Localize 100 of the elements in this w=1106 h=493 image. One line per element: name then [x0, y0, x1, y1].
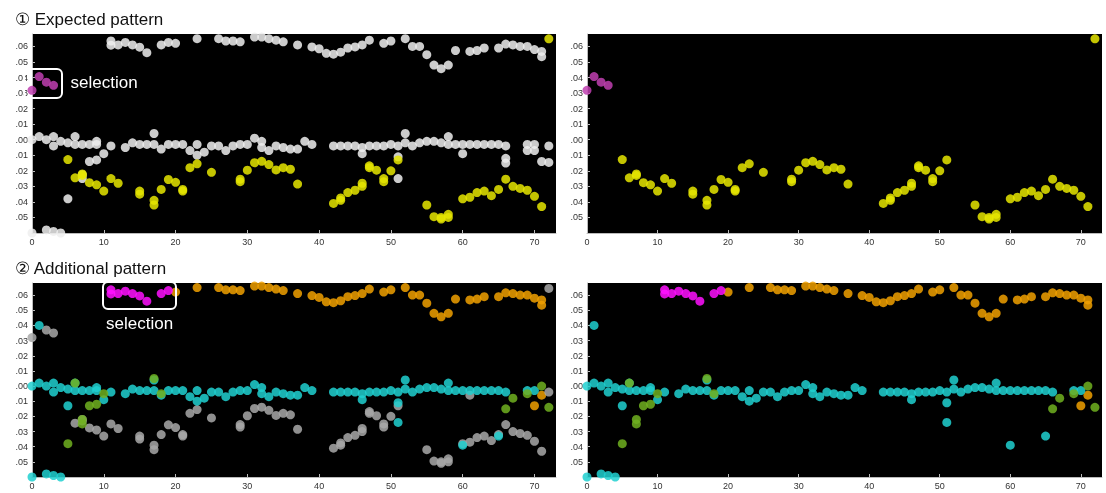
point: [63, 439, 73, 449]
point: [1026, 292, 1036, 302]
point: [907, 289, 917, 299]
y-tick-label: .04: [570, 320, 583, 331]
point: [235, 286, 245, 296]
point: [537, 300, 547, 310]
y-tick-label: .03: [570, 88, 583, 99]
point: [646, 399, 655, 409]
y-tick-label: .05: [570, 305, 583, 316]
point: [422, 298, 432, 308]
y-tick-label: .03: [570, 181, 583, 192]
point: [544, 402, 554, 412]
point: [106, 289, 116, 299]
y-tick-label: .04: [570, 196, 583, 207]
y-tick-label: .04: [570, 72, 583, 83]
x-tick-label: 60: [1005, 236, 1016, 247]
point: [386, 285, 396, 295]
point: [1048, 288, 1058, 298]
x-tick-label: 30: [242, 236, 253, 247]
point: [163, 286, 173, 296]
point: [674, 286, 684, 296]
point: [336, 296, 346, 306]
point: [1055, 393, 1065, 403]
point: [451, 294, 461, 304]
point: [92, 399, 102, 409]
x-tick-label: 10: [98, 480, 109, 491]
point: [99, 389, 109, 399]
y-tick-label: .01: [570, 150, 583, 161]
point: [343, 292, 353, 302]
y-tick-label: .03: [15, 426, 28, 437]
y-tick-label: .00: [570, 381, 583, 392]
annotation: selection: [106, 314, 174, 335]
point: [977, 308, 987, 318]
point: [956, 290, 966, 300]
point: [970, 298, 980, 308]
point: [156, 289, 166, 299]
point: [479, 292, 489, 302]
point: [815, 283, 825, 293]
x-tick-label: 10: [652, 236, 663, 247]
x-tick-label: 20: [170, 480, 181, 491]
y-tick-label: .01: [570, 396, 583, 407]
point: [885, 296, 895, 306]
point: [716, 286, 726, 296]
x-tick-label: 40: [314, 236, 325, 247]
point: [128, 289, 137, 299]
point: [653, 389, 663, 399]
y-tick-label: .02: [15, 350, 28, 361]
y-tick-label: .05: [570, 212, 583, 223]
y-tick-label: .00: [570, 134, 583, 145]
point: [135, 291, 145, 301]
point: [963, 290, 973, 300]
point: [984, 312, 994, 322]
y-tick-label: .06: [15, 41, 28, 52]
point: [307, 291, 317, 301]
x-tick-label: 20: [723, 236, 734, 247]
point: [293, 289, 303, 299]
point: [723, 287, 733, 297]
point: [120, 286, 130, 296]
y-tick-label: .04: [15, 196, 28, 207]
point: [617, 439, 627, 449]
point: [415, 290, 425, 300]
y-tick-label: .04: [570, 441, 583, 452]
y-tick-label: .01: [15, 150, 28, 161]
point: [494, 292, 504, 302]
point: [508, 289, 518, 299]
point: [914, 284, 924, 294]
y-tick-label: .05: [15, 212, 28, 223]
point: [1069, 290, 1079, 300]
point: [695, 296, 705, 306]
point: [1048, 404, 1058, 414]
x-tick-label: 70: [1075, 480, 1086, 491]
annotation: selection: [70, 73, 138, 94]
point: [1083, 390, 1093, 400]
x-tick-label: 20: [170, 236, 181, 247]
point: [744, 283, 754, 293]
x-tick-label: 0: [29, 480, 35, 491]
y-tick-label: .05: [570, 56, 583, 67]
point: [1041, 292, 1051, 302]
x-tick-label: 30: [242, 480, 253, 491]
point: [765, 283, 775, 293]
point: [822, 284, 832, 294]
y-tick-label: .02: [570, 165, 583, 176]
point: [667, 289, 677, 299]
point: [214, 283, 224, 293]
x-tick-label: 0: [584, 236, 590, 247]
y-tick-label: .03: [15, 335, 28, 346]
y-tick-label: .05: [15, 56, 28, 67]
x-tick-label: 30: [793, 480, 804, 491]
point: [221, 285, 231, 295]
point: [436, 312, 446, 322]
x-tick-label: 50: [385, 236, 396, 247]
point: [501, 404, 511, 414]
y-tick-label: .02: [570, 103, 583, 114]
point: [364, 284, 374, 294]
y-tick-label: .02: [15, 165, 28, 176]
point: [328, 298, 338, 308]
point: [949, 283, 959, 293]
point: [780, 285, 790, 295]
y-tick-label: .03: [570, 426, 583, 437]
y-tick-label: .04: [15, 320, 28, 331]
